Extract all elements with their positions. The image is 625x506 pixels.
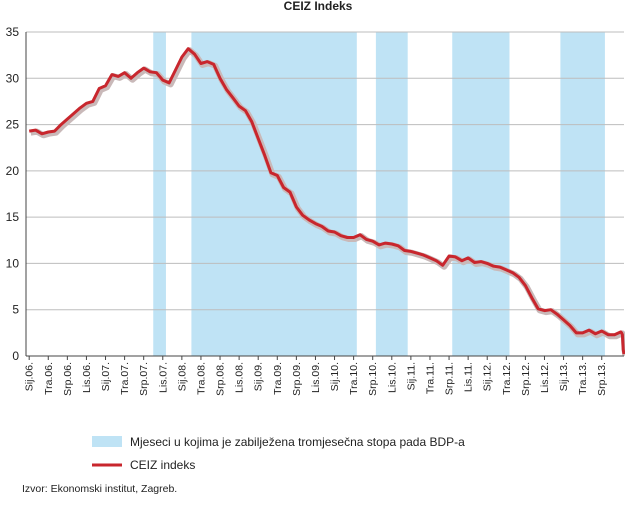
x-tick-2: Srp.06.: [62, 362, 74, 396]
series-layer: [28, 47, 625, 357]
x-tick-15: Lis.09.: [310, 362, 322, 393]
x-tick-labels: Sij.06. Tra.06. Srp.06. Lis.06. Sij.07. Tra.0…: [24, 356, 608, 396]
y-tick-5: 5: [12, 303, 19, 317]
x-tick-26: Srp.12.: [520, 362, 532, 396]
x-tick-28: Sij.13.: [558, 362, 570, 391]
series-line-ceiz: [28, 47, 625, 355]
x-tick-3: Lis.06.: [81, 362, 93, 393]
x-tick-14: Srp.09.: [291, 362, 303, 396]
gridlines: [26, 31, 624, 311]
x-tick-7: Lis.07.: [157, 362, 169, 393]
legend-swatch-recession: [92, 436, 122, 447]
y-tick-30: 30: [6, 71, 20, 85]
x-tick-18: Srp.10.: [367, 362, 379, 396]
x-tick-19: Lis.10.: [386, 362, 398, 393]
x-tick-20: Sij.11.: [405, 362, 417, 390]
recession-band-4: [560, 32, 605, 356]
legend-label-recession: Mjeseci u kojima je zabilježena tromjese…: [130, 435, 465, 449]
x-tick-29: Tra.13.: [577, 362, 589, 395]
source-note: Izvor: Ekonomski institut, Zagreb.: [22, 483, 177, 495]
axes: [25, 32, 624, 357]
x-tick-8: Sij.08.: [176, 362, 188, 391]
legend-label-ceiz: CEIZ indeks: [130, 458, 195, 472]
recession-bands: [153, 32, 605, 356]
x-tick-9: Tra.08.: [195, 362, 207, 395]
y-tick-10: 10: [6, 256, 20, 270]
x-tick-25: Tra.12.: [501, 362, 513, 395]
x-tick-6: Srp.07.: [138, 362, 150, 396]
y-tick-0: 0: [12, 349, 19, 363]
x-tick-24: Sij.12.: [482, 362, 494, 391]
chart-title: CEIZ Indeks: [284, 0, 353, 13]
recession-band-0: [153, 32, 166, 356]
x-tick-13: Tra.09.: [272, 362, 284, 395]
x-tick-23: Lis.11.: [463, 362, 475, 392]
x-tick-10: Srp.08.: [215, 362, 227, 396]
x-tick-1: Tra.06.: [43, 362, 55, 395]
y-tick-15: 15: [6, 210, 20, 224]
x-tick-17: Tra.10.: [348, 362, 360, 395]
y-tick-labels: 0 5 10 15 20 25 30 35: [6, 25, 20, 363]
recession-band-2: [375, 32, 408, 356]
x-tick-16: Sij.10.: [329, 362, 341, 391]
x-tick-0: Sij.06.: [24, 362, 36, 391]
y-tick-25: 25: [6, 118, 20, 132]
x-tick-21: Tra.11.: [424, 362, 436, 394]
recession-band-3: [452, 32, 510, 356]
x-tick-11: Lis.08.: [234, 362, 246, 393]
x-tick-30: Srp.13.: [596, 362, 608, 396]
x-tick-22: Srp.11.: [444, 362, 456, 395]
x-tick-27: Lis.12.: [539, 362, 551, 393]
y-tick-20: 20: [6, 164, 20, 178]
x-tick-5: Tra.07.: [119, 362, 131, 395]
y-tick-35: 35: [6, 25, 20, 39]
recession-band-1: [191, 32, 357, 356]
x-tick-4: Sij.07.: [100, 362, 112, 391]
legend: Mjeseci u kojima je zabilježena tromjese…: [92, 435, 465, 472]
x-tick-12: Sij.09.: [253, 362, 265, 391]
